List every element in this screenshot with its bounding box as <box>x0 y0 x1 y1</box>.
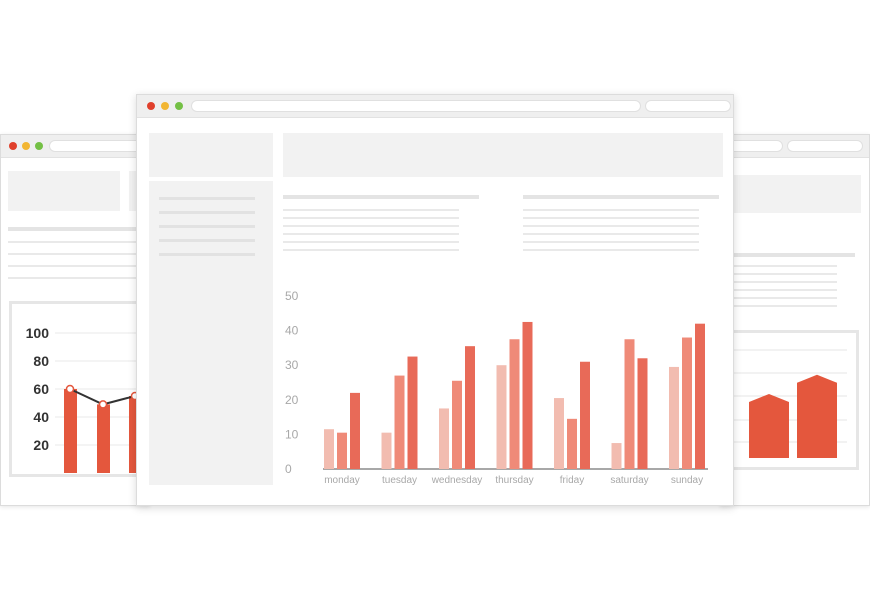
x-tick-label: wednesday <box>431 475 483 486</box>
y-tick-label: 100 <box>26 325 50 341</box>
bar <box>522 321 533 469</box>
close-dot-icon <box>147 102 155 110</box>
sidebar-line <box>159 197 255 200</box>
right-text-line <box>721 265 837 267</box>
content-header-block <box>283 133 723 177</box>
bar <box>669 366 679 469</box>
bar <box>624 339 635 469</box>
bar <box>496 365 507 469</box>
sidebar-header-block <box>149 133 273 177</box>
x-tick-label: sunday <box>671 475 703 486</box>
y-tick-label: 80 <box>33 353 49 369</box>
bar <box>337 432 347 469</box>
x-tick-label: friday <box>560 475 584 486</box>
left-text-line <box>8 241 148 243</box>
bar <box>324 429 334 469</box>
bar <box>350 392 360 469</box>
right-text-line <box>721 273 837 275</box>
right-text-line <box>721 253 855 257</box>
close-dot-icon <box>9 142 17 150</box>
bar <box>567 418 577 469</box>
y-tick-label: 50 <box>285 289 299 303</box>
right-header-block <box>721 175 861 213</box>
content-text-line <box>523 217 699 219</box>
content-text-line <box>283 241 459 243</box>
right-text-line <box>721 289 837 291</box>
sidebar-line <box>159 211 255 214</box>
maximize-dot-icon <box>175 102 183 110</box>
x-tick-label: tuesday <box>382 475 417 486</box>
y-tick-label: 20 <box>33 437 49 453</box>
bar <box>554 398 564 469</box>
bar <box>580 361 590 469</box>
left-window-titlebar <box>1 135 159 158</box>
y-tick-label: 30 <box>285 358 299 372</box>
content-text-line <box>283 225 459 227</box>
content-text-line <box>523 233 699 235</box>
area-shape <box>749 394 789 458</box>
bar <box>509 339 520 469</box>
right-search-bar <box>787 140 863 152</box>
main-browser-window: 0 10 20 30 40 50 monday tuesday wednesday thursda… <box>136 94 734 506</box>
sidebar-panel <box>149 181 273 485</box>
main-window-titlebar <box>137 95 733 118</box>
content-heading-line <box>283 195 479 199</box>
sidebar-line <box>159 239 255 242</box>
area-shape <box>797 374 837 458</box>
content-heading-line <box>523 195 719 199</box>
bar <box>394 375 405 469</box>
bar <box>64 389 77 473</box>
content-text-line <box>523 241 699 243</box>
content-text-line <box>283 209 459 211</box>
left-text-line <box>8 253 148 255</box>
bar <box>407 356 418 469</box>
bar <box>439 408 449 469</box>
bar <box>452 380 462 469</box>
right-text-line <box>721 297 837 299</box>
right-text-line <box>721 281 837 283</box>
content-text-line <box>523 249 699 251</box>
content-text-line <box>523 225 699 227</box>
bar <box>465 346 475 469</box>
left-text-line <box>8 277 148 279</box>
y-tick-label: 10 <box>285 427 299 441</box>
y-tick-label: 0 <box>285 462 292 476</box>
x-tick-label: thursday <box>495 475 533 486</box>
minimize-dot-icon <box>161 102 169 110</box>
minimize-dot-icon <box>22 142 30 150</box>
bar <box>695 323 705 469</box>
left-text-line <box>8 265 148 267</box>
data-point <box>98 400 108 409</box>
weekly-bar-chart: 0 10 20 30 40 50 monday tuesday wednesday thursda… <box>285 289 708 486</box>
x-tick-label: saturday <box>610 475 648 486</box>
main-address-bar <box>191 100 641 112</box>
left-header-block <box>8 171 120 211</box>
right-browser-window <box>711 134 870 506</box>
right-text-line <box>721 305 837 307</box>
content-text-line <box>523 209 699 211</box>
left-line-bar-chart: 20 40 60 80 100 <box>26 325 151 473</box>
x-tick-label: monday <box>324 475 360 486</box>
maximize-dot-icon <box>35 142 43 150</box>
bar <box>637 358 648 469</box>
y-tick-label: 60 <box>33 381 49 397</box>
bar <box>611 443 622 469</box>
y-tick-label: 20 <box>285 393 299 407</box>
right-area-chart <box>721 349 847 458</box>
main-search-bar <box>645 100 731 112</box>
data-point <box>65 384 75 394</box>
bar <box>97 404 110 473</box>
sidebar-line <box>159 253 255 256</box>
right-window-titlebar <box>721 135 869 158</box>
y-tick-label: 40 <box>285 324 299 338</box>
content-text-line <box>283 233 459 235</box>
sidebar-line <box>159 225 255 228</box>
y-tick-label: 40 <box>33 409 49 425</box>
bar <box>381 432 392 469</box>
bar <box>682 337 692 469</box>
content-text-line <box>283 217 459 219</box>
left-browser-window: 20 40 60 80 100 <box>0 134 169 506</box>
content-text-line <box>283 249 459 251</box>
left-text-line <box>8 227 148 231</box>
